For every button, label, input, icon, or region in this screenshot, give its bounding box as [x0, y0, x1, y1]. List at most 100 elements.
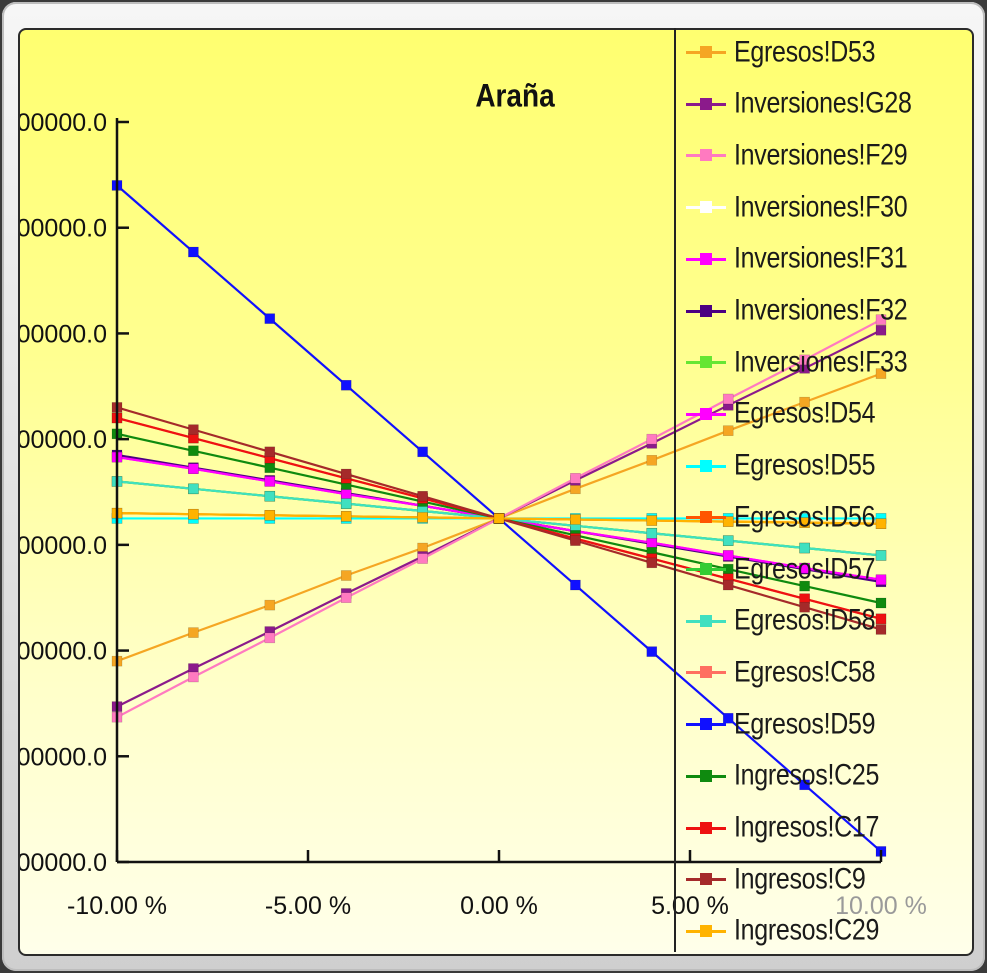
x-tick-label: -5.00 %	[265, 892, 351, 920]
data-point	[417, 490, 428, 502]
data-point	[570, 473, 581, 484]
data-point	[722, 535, 734, 546]
legend-label: Egresos!D57	[734, 551, 876, 586]
y-tick-label: 00000.0	[20, 532, 107, 560]
legend-label: Inversiones!F31	[734, 241, 908, 275]
data-point	[875, 597, 887, 609]
legend-item: Inversiones!F32	[676, 291, 960, 331]
data-point	[875, 314, 887, 325]
data-point	[188, 424, 199, 435]
legend-swatch	[676, 808, 726, 848]
data-point	[799, 517, 810, 528]
legend-item: Ingresos!C9	[676, 859, 960, 899]
legend-label: Ingresos!C25	[734, 758, 880, 792]
legend-label: Egresos!D55	[734, 448, 876, 482]
data-point	[264, 632, 276, 644]
data-point	[340, 379, 352, 391]
data-point	[188, 508, 199, 520]
data-point	[417, 553, 428, 564]
data-point	[264, 476, 276, 487]
data-point	[188, 463, 199, 474]
data-point	[340, 570, 352, 581]
legend-label: Inversiones!F33	[734, 344, 908, 379]
y-tick-label: 00000.0	[20, 638, 107, 666]
data-point	[722, 712, 734, 724]
legend-swatch	[676, 601, 726, 641]
legend-swatch	[676, 394, 726, 434]
data-point	[799, 542, 810, 554]
data-point	[264, 313, 276, 324]
legend-swatch	[676, 342, 726, 382]
data-point	[799, 601, 810, 613]
data-point	[417, 512, 428, 523]
legend-item: Egresos!D53	[676, 32, 960, 72]
legend-swatch	[676, 239, 726, 279]
data-point	[875, 550, 887, 561]
legend-item: Egresos!D59	[676, 704, 960, 744]
data-point	[646, 646, 658, 657]
data-point	[799, 779, 810, 791]
legend-swatch	[676, 187, 726, 227]
legend-swatch	[676, 859, 726, 899]
data-point	[188, 246, 199, 258]
data-point	[188, 445, 199, 457]
legend-label: Egresos!D58	[734, 603, 876, 637]
legend-label: Ingresos!C17	[734, 810, 880, 844]
legend-label: Egresos!D54	[734, 396, 876, 431]
data-point	[646, 455, 658, 466]
data-point	[646, 527, 658, 539]
legend-item: Inversiones!F33	[676, 342, 960, 382]
data-point	[264, 599, 276, 611]
legend-item: Egresos!D54	[676, 394, 960, 434]
data-point	[799, 354, 810, 366]
legend-swatch	[676, 652, 726, 692]
y-tick-label: 00000.0	[20, 109, 107, 137]
chart-title: Araña	[475, 77, 555, 114]
data-point	[875, 624, 887, 635]
data-point	[875, 518, 887, 529]
data-point	[264, 446, 276, 458]
legend-label: Egresos!D59	[734, 706, 876, 741]
legend-label: Egresos!C58	[734, 654, 876, 689]
data-point	[264, 510, 276, 521]
data-point	[570, 535, 581, 546]
legend-swatch	[676, 291, 726, 331]
data-point	[646, 515, 658, 526]
y-tick-label: 00000.0	[20, 215, 107, 243]
axis-layer: 00000.0 00000.0 00000.0 00000.0 00000.0 00000…	[20, 109, 927, 920]
data-point	[722, 579, 734, 591]
legend-item: Egresos!D56	[676, 497, 960, 537]
legend-label: Ingresos!C9	[734, 861, 866, 896]
y-tick-label: 00000.0	[20, 320, 107, 348]
x-tick-label: 10.00 %	[835, 892, 927, 920]
legend-label: Inversiones!G28	[734, 86, 912, 120]
legend-label: Inversiones!F30	[734, 189, 908, 224]
data-point	[799, 580, 810, 592]
data-point	[188, 483, 199, 495]
legend-swatch	[676, 704, 726, 744]
data-point	[646, 537, 658, 548]
legend-item: Ingresos!C29	[676, 911, 960, 951]
legend-swatch	[676, 84, 726, 124]
legend-item: Egresos!D57	[676, 549, 960, 589]
chart-panel: 00000.0 00000.0 00000.0 00000.0 00000.0 00000…	[18, 28, 974, 956]
data-point	[570, 579, 581, 591]
legend-label: Inversiones!F32	[734, 293, 908, 327]
legend-swatch	[676, 497, 726, 537]
data-point	[722, 425, 734, 436]
data-point	[340, 498, 352, 509]
legend-swatch	[676, 911, 726, 951]
data-point	[875, 613, 887, 625]
data-point	[875, 325, 887, 336]
x-tick-label: -10.00 %	[67, 892, 167, 920]
y-tick-label: 00000.0	[20, 426, 107, 454]
chart-svg: 00000.0 00000.0 00000.0 00000.0 00000.0 00000…	[20, 109, 927, 920]
data-point	[493, 513, 505, 524]
legend-swatch	[676, 446, 726, 486]
legend-item: Inversiones!F31	[676, 239, 960, 279]
y-tick-label: 00000.0	[20, 849, 107, 877]
legend-swatch	[676, 135, 726, 175]
legend-label: Ingresos!C29	[734, 913, 880, 948]
legend-label: Egresos!D56	[734, 499, 876, 534]
legend-item: Ingresos!C25	[676, 756, 960, 796]
